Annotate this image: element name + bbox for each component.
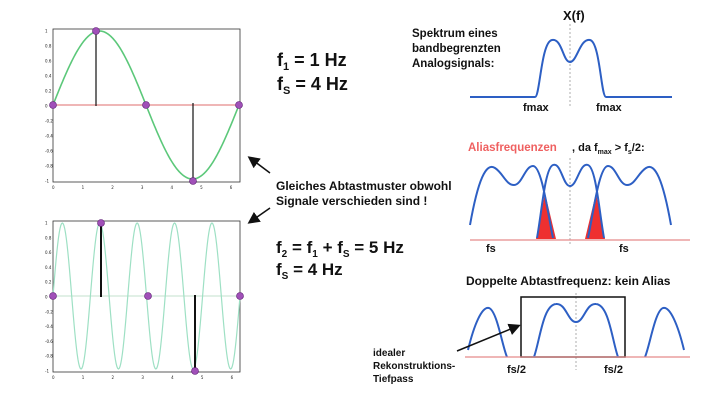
spectrum-title-1: Spektrum eines <box>412 28 498 40</box>
spectrum-aliasing: Aliasfrequenzen , da fmax > fs/2: fs fs <box>468 142 690 255</box>
y-tick-label: -1 <box>45 179 49 184</box>
spectrum-curve <box>470 39 672 98</box>
f1-label: f1 = 1 Hz <box>277 50 347 73</box>
sample-point <box>49 292 57 300</box>
y-tick-label: -0.6 <box>45 339 53 344</box>
x-tick-label: 4 <box>170 185 173 190</box>
x-tick-label: 5 <box>200 185 203 190</box>
sample-point <box>97 219 105 227</box>
fmax-left-label: fmax <box>523 102 550 114</box>
y-tick-label: -0.2 <box>45 309 53 314</box>
y-tick-label: -0.8 <box>45 164 53 169</box>
ideal-label-1: idealer <box>373 348 405 359</box>
spectrum-bandlimited: X(f) Spektrum eines bandbegrenzten Analo… <box>412 8 672 114</box>
spectrum-replica-right <box>587 164 672 239</box>
x-tick-label: 4 <box>171 375 174 380</box>
sample-point <box>236 292 244 300</box>
x-tick-label: 6 <box>231 375 234 380</box>
sample-point <box>191 367 199 375</box>
arrow-to-lowpass <box>456 323 521 352</box>
spectrum-title-3: Analogsignals: <box>412 58 494 70</box>
fs-right-label: fs <box>619 243 629 255</box>
y-tick-labels: 10.80.60.40.20-0.2-0.4-0.6-0.8-10 1 2 3 4 5 6 <box>45 221 234 381</box>
x-tick-label: 2 <box>112 375 115 380</box>
y-tick-label: -0.2 <box>45 119 53 124</box>
arrow-to-bottom-plot <box>247 207 271 224</box>
spectrum-replica-center <box>536 163 605 239</box>
spectrum-replica-left <box>469 164 554 239</box>
spectrum-title-2: bandbegrenzten <box>412 43 501 55</box>
x-tick-label: 2 <box>111 185 114 190</box>
x-tick-label: 0 <box>52 185 55 190</box>
y-tick-label: 0 <box>45 104 48 109</box>
fs-left-label: fs <box>486 243 496 255</box>
plot-top-left: 10.80.60.40.20-0.2-0.4-0.6-0.8-10 1 2 3 4 5 6 <box>45 27 243 191</box>
x-tick-label: 5 <box>201 375 204 380</box>
y-tick-label: 1 <box>45 29 48 34</box>
y-tick-label: 1 <box>45 221 48 226</box>
spectrum-replica-center <box>533 303 619 358</box>
y-tick-label: 0.8 <box>45 44 52 49</box>
fmax-right-label: fmax <box>596 102 623 114</box>
sample-point <box>144 292 152 300</box>
y-tick-label: 0.8 <box>45 235 52 240</box>
y-tick-label: 0.2 <box>45 89 52 94</box>
caption-line-2: Signale verschieden sind ! <box>276 194 427 208</box>
caption-line-1: Gleiches Abtastmuster obwohl <box>276 179 452 193</box>
alias-word: Aliasfrequenzen <box>468 142 557 154</box>
fs-label-top: fS = 4 Hz <box>277 74 348 97</box>
y-tick-label: 0.4 <box>45 265 52 270</box>
y-tick-label: -0.6 <box>45 149 53 154</box>
ideal-label-2: Rekonstruktions- <box>373 361 455 372</box>
y-tick-label: 0 <box>45 295 48 300</box>
sample-point <box>142 101 150 109</box>
ideal-label-3: Tiefpass <box>373 374 414 385</box>
y-tick-label: -0.4 <box>45 134 53 139</box>
x-tick-label: 3 <box>141 375 144 380</box>
arrow-to-top-plot <box>247 156 271 174</box>
y-tick-label: -1 <box>45 369 49 374</box>
y-tick-label: 0.2 <box>45 280 52 285</box>
y-tick-label: 0.6 <box>45 250 52 255</box>
sample-point <box>189 177 197 185</box>
x-tick-label: 6 <box>230 185 233 190</box>
fs2-right-label: fs/2 <box>604 364 623 376</box>
x-tick-label: 3 <box>141 185 144 190</box>
fs-label-bottom: fS = 4 Hz <box>276 260 343 282</box>
y-tick-label: -0.8 <box>45 354 53 359</box>
sample-point <box>49 101 57 109</box>
y-tick-labels: 10.80.60.40.20-0.2-0.4-0.6-0.8-10 1 2 3 4 5 6 <box>45 29 233 191</box>
x-tick-label: 0 <box>52 375 55 380</box>
f2-label: f2 = f1 + fS = 5 Hz <box>276 238 404 260</box>
double-title: Doppelte Abtastfrequenz: kein Alias <box>466 274 671 288</box>
sample-point <box>92 27 100 35</box>
plot-bottom-left: 10.80.60.40.20-0.2-0.4-0.6-0.8-10 1 2 3 4 5 6 <box>45 219 244 381</box>
sample-point <box>235 101 243 109</box>
x-tick-label: 1 <box>82 375 85 380</box>
y-tick-label: -0.4 <box>45 324 53 329</box>
alias-condition: , da fmax > fs/2: <box>572 142 645 156</box>
y-tick-label: 0.6 <box>45 59 52 64</box>
fs2-left-label: fs/2 <box>507 364 526 376</box>
spectrum-no-alias: Doppelte Abtastfrequenz: kein Alias idea… <box>373 274 690 385</box>
x-tick-label: 1 <box>82 185 85 190</box>
spectrum-replica-left <box>467 306 508 358</box>
y-tick-label: 0.4 <box>45 74 52 79</box>
xf-label: X(f) <box>563 8 585 23</box>
spectrum-replica-right <box>644 306 685 358</box>
